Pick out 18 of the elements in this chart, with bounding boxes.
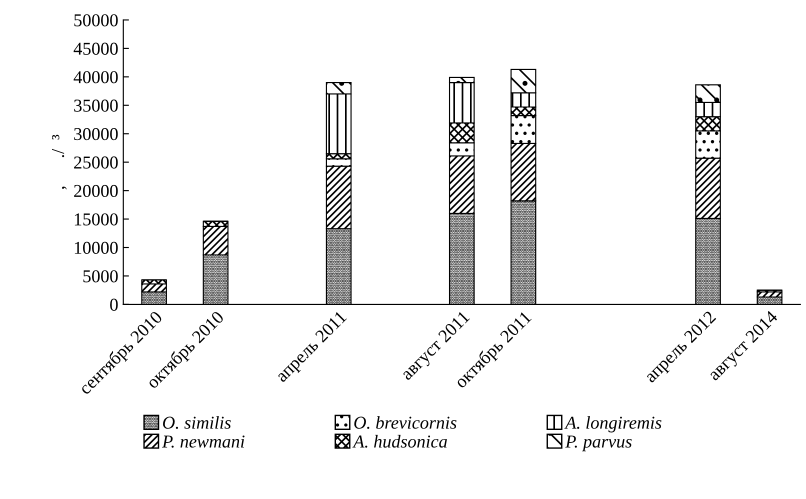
y-tick-label: 40000 [74, 71, 118, 84]
y-tick-label: 0 [110, 298, 118, 311]
legend-label: A. longiremis [564, 416, 662, 432]
legend-label: P. newmani [162, 436, 244, 448]
legend-label: A. hudsonica [352, 434, 447, 448]
y-tick-label: 35000 [74, 100, 118, 112]
legend-label: P. parvus [565, 436, 632, 452]
y-tick-label: 5000 [83, 270, 118, 282]
legend-label: O. similis [163, 416, 231, 429]
legend-label: O. brevicornis [354, 416, 456, 429]
y-axis-title: , ./ ³ [52, 134, 67, 190]
y-tick-label: 15000 [74, 213, 118, 226]
y-tick-label: 25000 [74, 156, 118, 169]
y-tick-label: 45000 [74, 42, 118, 55]
y-tick-label: 30000 [74, 128, 118, 140]
y-tick-label: 10000 [74, 242, 118, 254]
y-tick-label: 50000 [74, 14, 118, 26]
y-tick-label: 20000 [74, 184, 118, 198]
